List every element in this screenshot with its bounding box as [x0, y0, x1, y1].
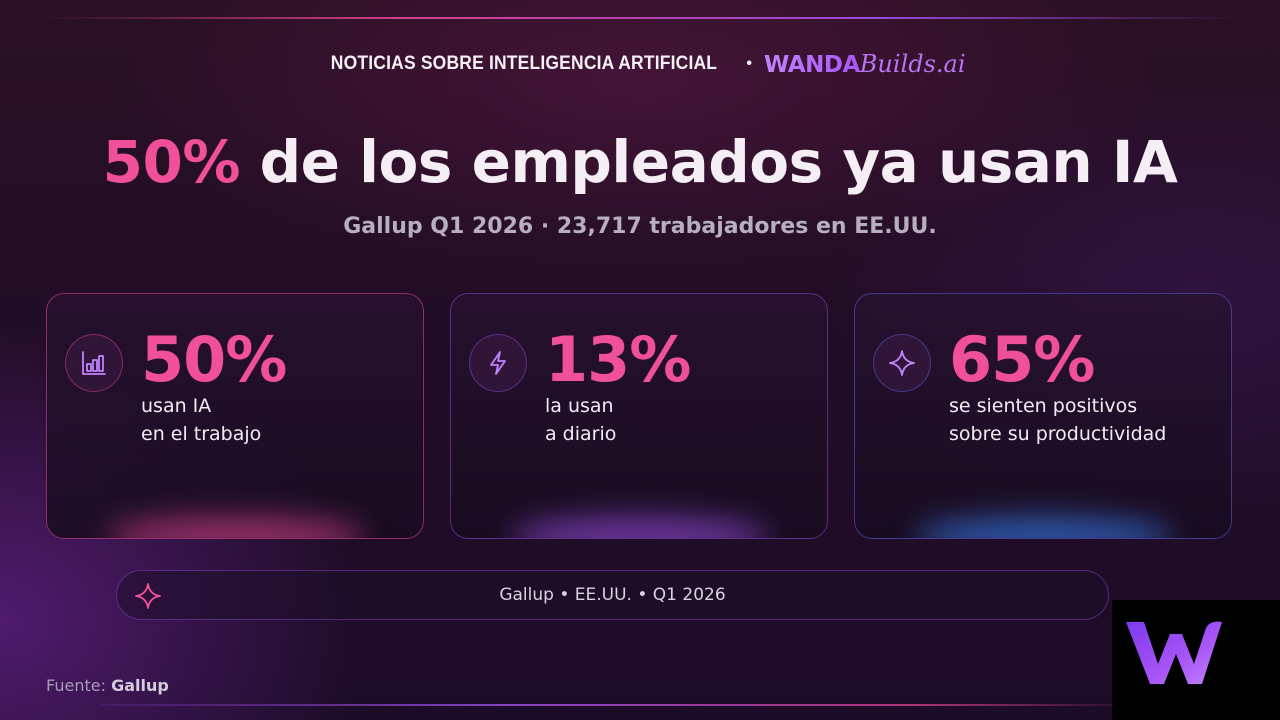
stat-description-line1: la usan: [545, 395, 614, 417]
source-pill-text: Gallup • EE.UU. • Q1 2026: [499, 585, 726, 605]
source-label: Fuente:: [46, 676, 106, 695]
wanda-w-logo-icon: [1126, 621, 1222, 684]
stat-description: la usan a diario: [545, 392, 815, 448]
wanda-logo: [1112, 600, 1280, 720]
stat-description-line2: sobre su productividad: [949, 423, 1167, 445]
stat-description: se sienten positivos sobre su productivi…: [949, 392, 1219, 448]
stat-card-productivity: 65% se sienten positivos sobre su produc…: [854, 293, 1232, 539]
stat-value: 13%: [545, 323, 691, 396]
stat-description-line2: en el trabajo: [141, 423, 262, 445]
bottom-accent-line: [100, 704, 1112, 706]
stat-card-work-usage: 50% usan IA en el trabajo: [46, 293, 424, 539]
subtitle: Gallup Q1 2026 · 23,717 trabajadores en …: [343, 214, 937, 239]
card-glow: [915, 516, 1173, 538]
stat-value: 65%: [949, 323, 1095, 396]
lightning-icon: [469, 334, 527, 392]
source-pill: Gallup • EE.UU. • Q1 2026: [116, 570, 1109, 620]
header-separator: •: [746, 55, 753, 72]
sparkle-icon: [135, 583, 161, 609]
stat-description-line1: usan IA: [141, 395, 212, 417]
headline-text: de los empleados ya usan IA: [239, 128, 1178, 196]
card-glow: [107, 516, 365, 538]
sparkle-icon: [873, 334, 931, 392]
stat-description-line2: a diario: [545, 423, 617, 445]
top-accent-line: [38, 17, 1242, 19]
brand-wordmark-part2: Builds.ai: [859, 50, 966, 78]
brand-wordmark-part1: WANDA: [764, 52, 860, 78]
stat-value: 50%: [141, 323, 287, 396]
headline: 50% de los empleados ya usan IA: [0, 128, 1280, 196]
headline-highlight: 50%: [102, 128, 241, 196]
brand-wordmark: WANDA Builds.ai: [764, 50, 966, 78]
source-value: Gallup: [111, 676, 169, 695]
source-credit: Fuente: Gallup: [46, 676, 169, 695]
stat-description-line1: se sienten positivos: [949, 395, 1138, 417]
bar-chart-icon: [65, 334, 123, 392]
header-bar: NOTICIAS SOBRE INTELIGENCIA ARTIFICIAL •…: [0, 46, 1280, 82]
header-kicker: NOTICIAS SOBRE INTELIGENCIA ARTIFICIAL: [331, 53, 718, 74]
stat-card-daily-usage: 13% la usan a diario: [450, 293, 828, 539]
stat-description: usan IA en el trabajo: [141, 392, 411, 448]
card-glow: [511, 516, 769, 538]
